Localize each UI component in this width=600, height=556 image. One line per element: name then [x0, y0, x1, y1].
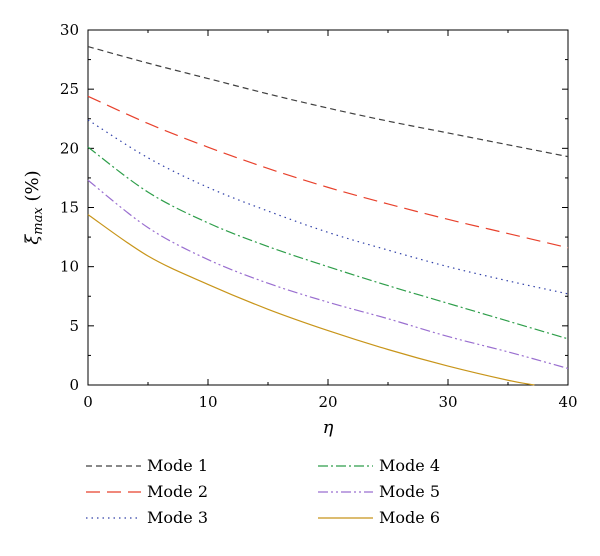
legend-label: Mode 3	[147, 508, 208, 527]
series-line-mode-3	[87, 119, 569, 295]
legend-item-mode-1: Mode 1	[86, 456, 208, 475]
y-tick-label: 10	[60, 258, 79, 276]
series-line-mode-4	[87, 146, 569, 340]
legend-item-mode-2: Mode 2	[86, 482, 208, 501]
x-tick-label: 40	[558, 393, 577, 411]
y-axis-title-unit: (%)	[22, 170, 43, 207]
x-tick-label: 10	[198, 393, 217, 411]
y-axis-title-sub: max	[31, 207, 46, 235]
x-tick-label: 30	[438, 393, 457, 411]
series-line-mode-1	[87, 45, 569, 158]
legend-label: Mode 5	[379, 482, 440, 501]
x-axis-title: η	[323, 417, 334, 438]
x-tick-label: 20	[318, 393, 337, 411]
legend-label: Mode 4	[379, 456, 440, 475]
series-line-mode-6	[87, 214, 535, 386]
y-tick-label: 5	[69, 317, 79, 335]
x-tick-label: 0	[83, 393, 93, 411]
y-tick-label: 0	[69, 376, 79, 394]
plot-area	[87, 29, 569, 386]
y-tick-label: 25	[60, 80, 79, 98]
plot-frame	[87, 29, 569, 386]
legend-item-mode-3: Mode 3	[86, 508, 208, 527]
y-axis-title: ξmax (%)	[22, 170, 46, 244]
series-lines	[87, 45, 569, 386]
legend-item-mode-6: Mode 6	[318, 508, 440, 527]
legend-item-mode-5: Mode 5	[318, 482, 440, 501]
y-tick-label: 15	[60, 199, 79, 217]
y-axis-title-main: ξ	[22, 234, 43, 245]
legend-item-mode-4: Mode 4	[318, 456, 440, 475]
series-line-mode-2	[87, 95, 569, 249]
y-axis-ticks: 0 5 10 15 20 25 30	[60, 21, 568, 394]
legend: Mode 1 Mode 2 Mode 3 Mode 4 Mode 5 Mode 6	[86, 456, 440, 527]
y-tick-label: 30	[60, 21, 79, 39]
legend-label: Mode 6	[379, 508, 440, 527]
legend-label: Mode 2	[147, 482, 208, 501]
series-line-mode-5	[87, 179, 569, 370]
x-axis-ticks: 0 10 20 30 40	[83, 30, 578, 411]
y-tick-label: 20	[60, 139, 79, 157]
legend-label: Mode 1	[147, 456, 208, 475]
